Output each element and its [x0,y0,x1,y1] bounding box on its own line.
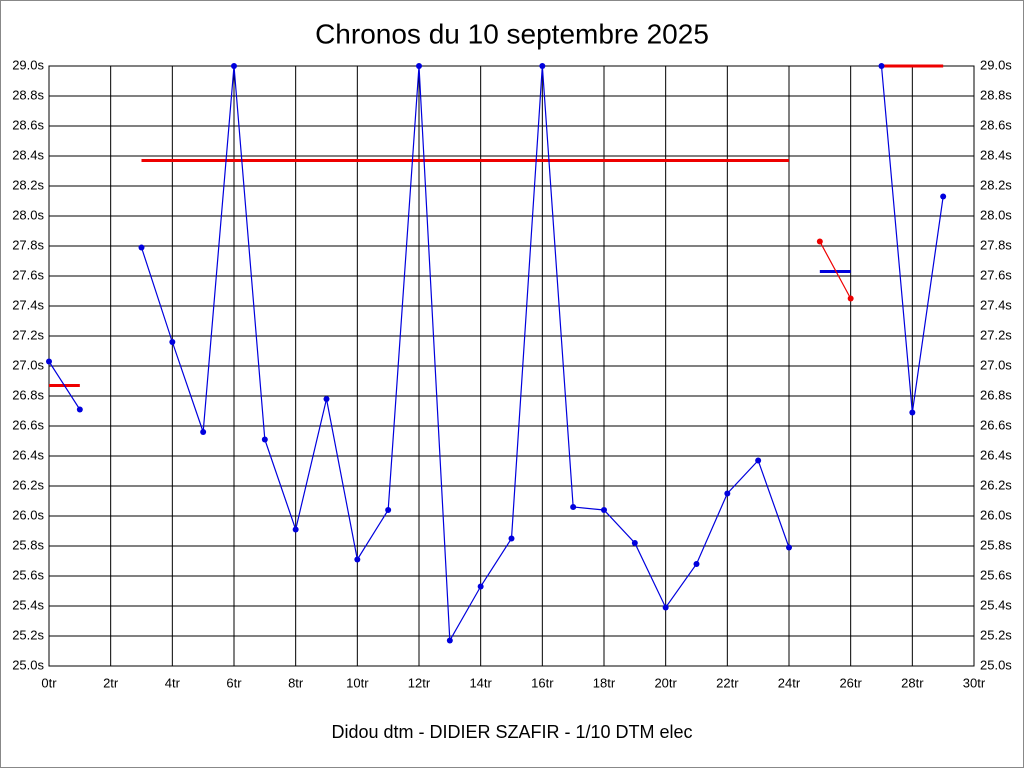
data-point [200,429,207,435]
data-point [261,436,268,443]
data-point [354,556,361,563]
x-tick-label: 2tr [103,675,119,690]
y-tick-label: 26.4s [12,447,44,462]
data-point [292,526,299,533]
x-tick-label: 20tr [654,675,677,690]
data-point [508,535,515,542]
data-point [323,396,330,402]
y2-tick-label: 26.8s [980,387,1012,402]
data-point [138,244,145,251]
data-point [169,339,176,345]
y-tick-label: 25.8s [12,537,44,552]
y2-tick-label: 25.4s [980,597,1012,612]
y-tick-label: 26.6s [12,417,44,432]
data-point [786,544,792,551]
data-point [477,583,484,590]
y-tick-label: 26.0s [12,507,44,522]
y2-tick-label: 27.6s [980,267,1012,282]
data-point [601,507,607,513]
y-tick-label: 25.4s [12,597,44,612]
y-tick-label: 26.2s [12,477,44,492]
data-point [847,295,854,302]
y2-tick-label: 26.6s [980,417,1012,432]
data-point [46,358,52,365]
y-tick-label: 29.0s [12,57,44,72]
data-point [909,409,916,416]
y-tick-label: 27.4s [12,297,44,312]
series-line [819,241,852,299]
x-tick-label: 0tr [41,675,57,690]
y2-tick-label: 26.4s [980,447,1012,462]
x-tick-label: 26tr [839,675,862,690]
x-tick-label: 8tr [288,675,304,690]
x-tick-label: 30tr [963,675,986,690]
y2-tick-label: 25.8s [980,537,1012,552]
y-tick-label: 26.8s [12,387,44,402]
y-tick-label: 28.6s [12,117,44,132]
data-point [539,63,546,69]
data-point [755,457,762,464]
y2-tick-label: 28.0s [980,207,1012,222]
y-tick-label: 28.2s [12,177,44,192]
x-tick-label: 16tr [531,675,554,690]
x-tick-label: 22tr [716,675,739,690]
y2-tick-label: 26.2s [980,477,1012,492]
y2-tick-label: 25.2s [980,627,1012,642]
y-tick-label: 25.6s [12,567,44,582]
plot-border [48,65,975,667]
x-tick-label: 24tr [778,675,801,690]
y2-tick-label: 28.6s [980,117,1012,132]
y-tick-label: 27.0s [12,357,44,372]
chart-title: Chronos du 10 septembre 2025 [315,18,709,49]
data-point [416,63,422,69]
y2-tick-label: 26.0s [980,507,1012,522]
x-tick-label: 14tr [469,675,492,690]
data-point [816,238,823,245]
y-tick-label: 28.8s [12,87,44,102]
x-tick-label: 10tr [346,675,369,690]
data-point [724,490,731,497]
y2-tick-label: 29.0s [980,57,1012,72]
y-tick-label: 27.2s [12,327,44,342]
x-tick-label: 4tr [165,675,181,690]
y-tick-label: 25.2s [12,627,44,642]
data-point [385,507,392,513]
x-tick-label: 6tr [226,675,242,690]
y2-tick-label: 28.2s [980,177,1012,192]
data-point [662,604,669,611]
y2-tick-label: 28.4s [980,147,1012,162]
data-point [878,63,885,69]
x-tick-label: 18tr [593,675,616,690]
y2-tick-label: 27.4s [980,297,1012,312]
x-tick-label: 12tr [408,675,431,690]
y2-tick-label: 27.8s [980,237,1012,252]
data-point [446,637,453,644]
data-point [231,63,237,69]
y2-tick-label: 25.0s [980,657,1012,672]
y2-tick-label: 28.8s [980,87,1012,102]
data-point [693,561,700,567]
y-tick-label: 25.0s [12,657,44,672]
data-point [940,193,947,200]
chart-footer: Didou dtm - DIDIER SZAFIR - 1/10 DTM ele… [331,722,692,742]
y-tick-label: 28.0s [12,207,44,222]
y-tick-label: 28.4s [12,147,44,162]
y-tick-label: 27.6s [12,267,44,282]
y-tick-label: 27.8s [12,237,44,252]
y2-tick-label: 25.6s [980,567,1012,582]
data-point [570,504,577,510]
data-point [631,540,638,546]
y2-tick-label: 27.2s [980,327,1012,342]
data-point [76,406,83,413]
x-tick-label: 28tr [901,675,924,690]
y2-tick-label: 27.0s [980,357,1012,372]
